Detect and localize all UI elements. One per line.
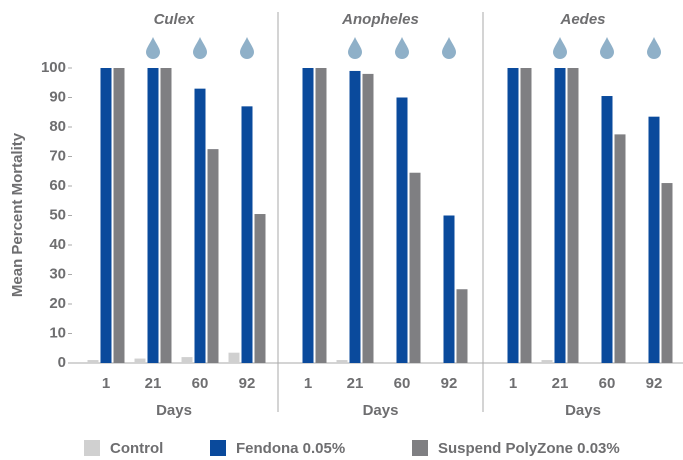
bar [100,68,112,363]
y-axis-label: Mean Percent Mortality [9,132,26,297]
bar [315,68,327,363]
bar [409,172,421,363]
bar [194,88,206,364]
legend-swatch [210,440,226,456]
panel-title: Culex [154,11,196,28]
bar [254,214,266,363]
x-axis-label: Days [565,402,601,419]
bar [362,73,374,364]
raindrop-icon [553,37,567,59]
x-axis-label: Days [363,402,399,419]
bar [134,358,146,363]
y-tick-label: 60 [49,177,66,194]
legend-swatch [412,440,428,456]
x-tick-label: 60 [192,375,209,392]
bar [601,96,613,364]
bar [336,360,348,363]
raindrop-icon [348,37,362,59]
bar [181,357,193,363]
y-tick-label: 40 [49,236,66,253]
bar [661,183,673,363]
bar [302,68,314,363]
x-tick-label: 21 [347,375,364,392]
bar [241,106,253,363]
raindrop-icon [395,37,409,59]
panel-title: Aedes [559,11,605,28]
bar [456,289,468,363]
x-tick-label: 60 [394,375,411,392]
raindrop-icon [442,37,456,59]
legend-label: Fendona 0.05% [236,440,345,457]
y-tick-label: 0 [58,354,66,371]
bar [541,360,553,363]
raindrop-icon [647,37,661,59]
x-tick-label: 1 [509,375,517,392]
raindrop-icon [240,37,254,59]
bar [567,68,579,363]
panel-title: Anopheles [341,11,419,28]
y-tick-label: 80 [49,118,66,135]
y-tick-label: 70 [49,147,66,164]
bar [520,68,532,363]
bar [228,352,240,363]
bar [160,68,172,363]
bar [614,134,626,363]
x-tick-label: 92 [239,375,256,392]
bar [207,149,219,363]
x-tick-label: 92 [441,375,458,392]
bar [113,68,125,363]
raindrop-icon [600,37,614,59]
legend-label: Control [110,440,163,457]
x-tick-label: 92 [646,375,663,392]
y-tick-label: 10 [49,324,66,341]
bar [349,70,361,363]
bar [507,68,519,363]
y-tick-label: 20 [49,295,66,312]
bar [396,97,408,363]
legend-swatch [84,440,100,456]
x-axis-label: Days [156,402,192,419]
bar [147,68,159,363]
x-tick-label: 60 [599,375,616,392]
raindrop-icon [193,37,207,59]
bar [554,68,566,363]
x-tick-label: 1 [102,375,110,392]
raindrop-icon [146,37,160,59]
bar [648,116,660,363]
x-tick-label: 1 [304,375,312,392]
y-tick-label: 100 [41,59,66,76]
y-tick-label: 90 [49,88,66,105]
x-tick-label: 21 [145,375,162,392]
x-tick-label: 21 [552,375,569,392]
y-tick-label: 30 [49,265,66,282]
legend-label: Suspend PolyZone 0.03% [438,440,620,457]
bar [443,215,455,363]
y-tick-label: 50 [49,206,66,223]
bar [87,360,99,363]
